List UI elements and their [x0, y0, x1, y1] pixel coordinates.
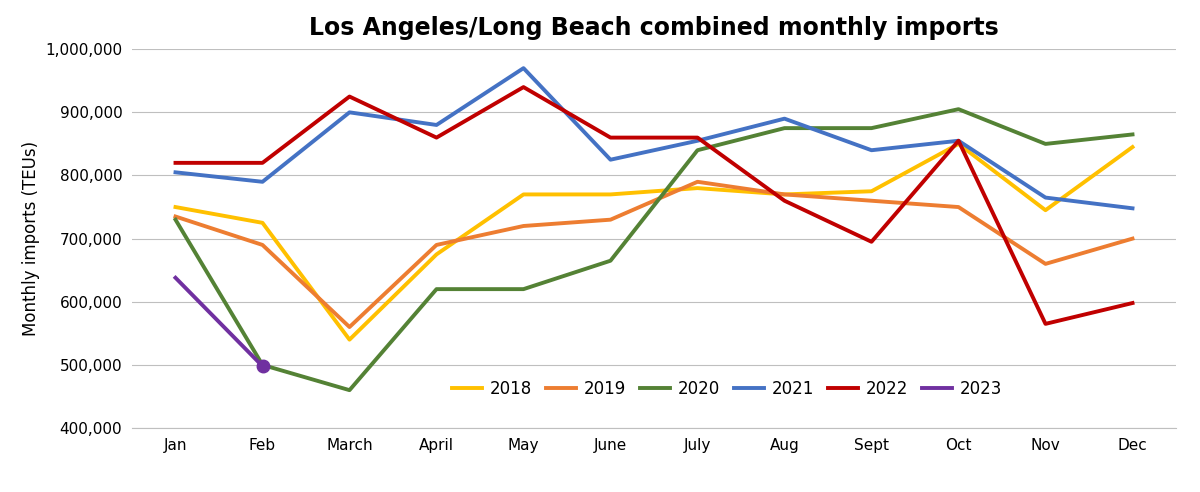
2022 [342, 93, 356, 99]
2022 [516, 84, 530, 90]
2020 [342, 387, 356, 393]
2018 [256, 220, 270, 226]
Y-axis label: Monthly imports (TEUs): Monthly imports (TEUs) [22, 141, 40, 336]
Legend: 2018, 2019, 2020, 2021, 2022, 2023: 2018, 2019, 2020, 2021, 2022, 2023 [445, 373, 1009, 404]
2021 [430, 122, 444, 128]
2022 [864, 239, 878, 245]
Line: 2020: 2020 [175, 109, 1133, 390]
2018 [516, 191, 530, 197]
2022 [168, 160, 182, 166]
2018 [342, 337, 356, 342]
2020 [1126, 131, 1140, 137]
2018 [1038, 207, 1052, 213]
2020 [864, 125, 878, 131]
2019 [168, 214, 182, 219]
2019 [864, 198, 878, 204]
2022 [778, 198, 792, 204]
2022 [690, 135, 704, 141]
2020 [430, 286, 444, 292]
2021 [516, 65, 530, 71]
2021 [342, 109, 356, 115]
2021 [256, 179, 270, 184]
2019 [342, 324, 356, 330]
2021 [690, 138, 704, 144]
2022 [430, 135, 444, 141]
2019 [1126, 236, 1140, 242]
2020 [604, 258, 618, 264]
2018 [952, 141, 966, 147]
2018 [604, 191, 618, 197]
2020 [952, 106, 966, 112]
Line: 2018: 2018 [175, 144, 1133, 339]
2018 [778, 191, 792, 197]
2021 [1126, 205, 1140, 211]
Line: 2019: 2019 [175, 182, 1133, 327]
2022 [1038, 321, 1052, 327]
2020 [778, 125, 792, 131]
2022 [1126, 300, 1140, 306]
2023 [168, 275, 182, 281]
Line: 2021: 2021 [175, 68, 1133, 208]
Title: Los Angeles/Long Beach combined monthly imports: Los Angeles/Long Beach combined monthly … [310, 16, 998, 40]
2021 [1038, 195, 1052, 201]
2021 [604, 157, 618, 163]
2019 [256, 242, 270, 248]
2019 [1038, 261, 1052, 267]
2018 [168, 204, 182, 210]
2019 [952, 204, 966, 210]
2020 [516, 286, 530, 292]
2021 [778, 116, 792, 122]
2019 [516, 223, 530, 229]
2018 [864, 188, 878, 194]
2019 [690, 179, 704, 184]
Line: 2022: 2022 [175, 87, 1133, 324]
2021 [864, 147, 878, 153]
2022 [952, 138, 966, 144]
2021 [952, 138, 966, 144]
2022 [604, 135, 618, 141]
2019 [604, 216, 618, 222]
2019 [778, 191, 792, 197]
2018 [690, 185, 704, 191]
2020 [690, 147, 704, 153]
Line: 2023: 2023 [175, 278, 263, 366]
2020 [168, 216, 182, 222]
2018 [430, 251, 444, 257]
2023 [256, 363, 270, 369]
2021 [168, 169, 182, 175]
2020 [256, 362, 270, 368]
2022 [256, 160, 270, 166]
2018 [1126, 144, 1140, 150]
2020 [1038, 141, 1052, 147]
2019 [430, 242, 444, 248]
